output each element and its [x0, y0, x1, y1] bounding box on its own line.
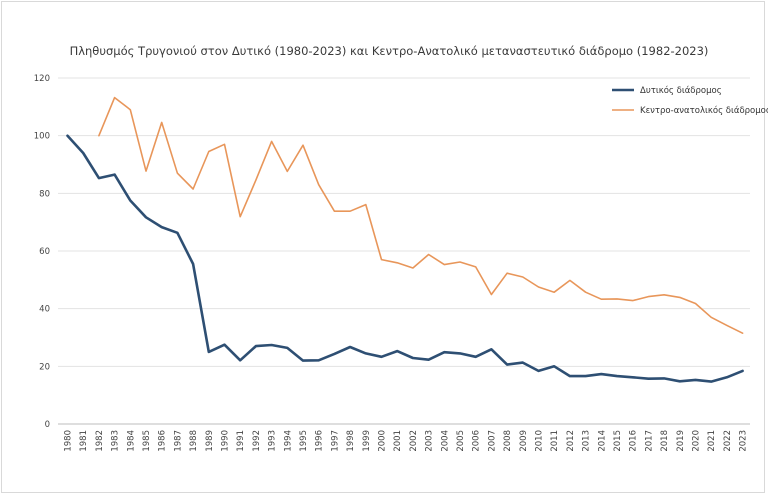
x-tick-label: 1992	[252, 430, 262, 452]
x-tick-label: 1991	[236, 430, 246, 452]
x-tick-label: 1999	[362, 430, 372, 452]
x-tick-label: 1989	[205, 430, 215, 452]
x-tick-label: 2017	[644, 430, 654, 452]
x-tick-label: 1995	[299, 430, 309, 452]
x-tick-label: 2004	[440, 430, 450, 452]
x-tick-label: 2015	[613, 430, 623, 452]
x-tick-label: 2013	[582, 430, 592, 452]
series-lines	[66, 96, 744, 383]
x-tick-label: 2000	[378, 430, 388, 452]
x-tick-label: 1985	[142, 430, 152, 452]
x-tick-label: 2010	[535, 430, 545, 452]
series-line-western	[66, 134, 744, 383]
x-tick-label: 1986	[158, 430, 168, 452]
x-tick-label: 1984	[126, 430, 136, 452]
x-tick-label: 2018	[660, 430, 670, 452]
x-tick-label: 2016	[629, 430, 639, 452]
x-tick-label: 2012	[566, 430, 576, 452]
x-tick-label: 1993	[268, 430, 278, 452]
x-tick-label: 1994	[283, 430, 293, 452]
x-tick-label: 2021	[707, 430, 717, 452]
y-tick-label: 60	[39, 247, 50, 257]
x-tick-label: 2019	[676, 430, 686, 452]
x-tick-label: 1982	[95, 430, 105, 452]
legend-label: Δυτικός διάδρομος	[640, 85, 722, 96]
x-tick-label: 1988	[189, 430, 199, 452]
x-tick-label: 1996	[315, 430, 325, 452]
x-tick-label: 2001	[393, 430, 403, 452]
x-tick-label: 1981	[79, 430, 89, 452]
x-axis-ticks: 1980 1981 1982 1983 1984 1985 1986 1987 1988 1989…	[64, 430, 749, 452]
y-tick-label: 40	[39, 305, 50, 315]
x-tick-label: 1987	[173, 430, 183, 452]
x-tick-label: 2002	[409, 430, 419, 452]
x-tick-label: 1983	[111, 430, 121, 452]
y-tick-label: 100	[34, 132, 50, 142]
x-tick-label: 1980	[64, 430, 74, 452]
x-tick-label: 2020	[692, 430, 702, 452]
y-tick-label: 120	[34, 74, 50, 84]
x-tick-label: 2008	[503, 430, 513, 452]
x-tick-label: 2014	[597, 430, 607, 452]
y-tick-label: 0	[45, 420, 50, 430]
x-tick-label: 1990	[221, 430, 231, 452]
gridlines	[58, 77, 750, 425]
x-tick-label: 2005	[456, 430, 466, 452]
chart-title: Πληθυσμός Τρυγονιού στον Δυτικό (1980-20…	[70, 44, 709, 58]
x-tick-label: 2011	[550, 430, 560, 452]
x-tick-label: 1997	[330, 430, 340, 452]
y-tick-label: 80	[39, 189, 50, 199]
x-tick-label: 2003	[425, 430, 435, 452]
x-tick-label: 2023	[739, 430, 749, 452]
series-line-central-eastern	[98, 96, 744, 335]
x-tick-label: 2022	[723, 430, 733, 452]
y-axis-ticks: 0 20 40 60 80 100 120	[34, 74, 50, 430]
y-tick-label: 20	[39, 362, 50, 372]
x-tick-label: 2009	[519, 430, 529, 452]
x-tick-label: 2007	[487, 430, 497, 452]
legend: Δυτικός διάδρομος Κεντρο-ανατολικός διάδρ…	[612, 85, 768, 116]
x-tick-label: 2006	[472, 430, 482, 452]
legend-label: Κεντρο-ανατολικός διάδρομος	[640, 105, 768, 116]
x-tick-label: 1998	[346, 430, 356, 452]
